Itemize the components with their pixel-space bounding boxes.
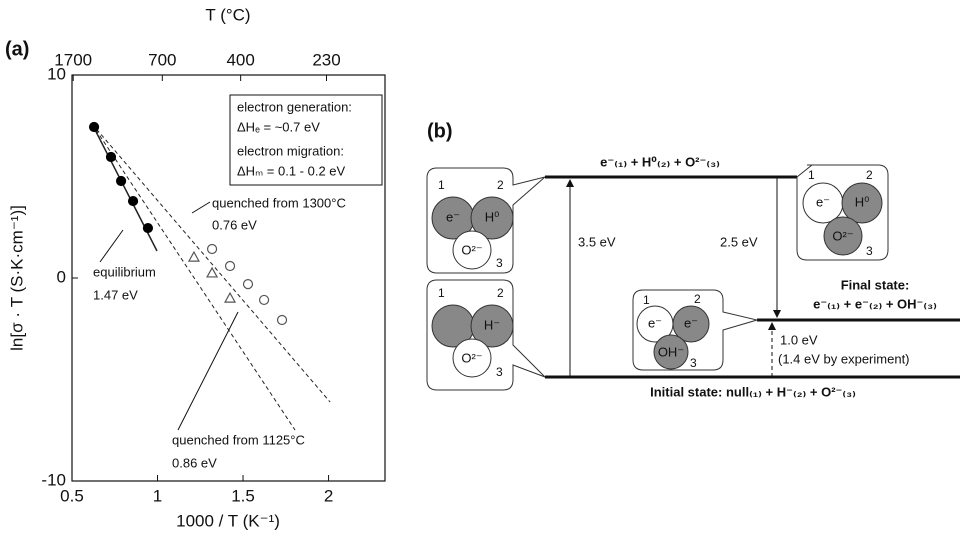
site-number: 1 (438, 178, 445, 192)
x-tick-label: 1 (153, 486, 162, 505)
annotation: equilibrium (93, 264, 156, 279)
site-number: 2 (497, 178, 504, 192)
marker (117, 176, 126, 185)
level-label: e⁻₍₁₎ + e⁻₍₂₎ + OH⁻₍₃₎ (813, 296, 937, 311)
panel-label: (a) (5, 38, 29, 60)
info-text: electron migration: (237, 143, 344, 158)
leader-line (192, 202, 210, 213)
y-axis-label: ln[σ · T (S·K·cm⁻¹)] (7, 205, 26, 351)
x-tick-label: 1.5 (231, 486, 255, 505)
site-number: 2 (497, 286, 504, 300)
level-label: Final state: (841, 277, 910, 292)
marker (226, 262, 235, 271)
x2-tick-label: 700 (148, 50, 176, 69)
info-text: ΔHₑ = ~0.7 eV (237, 119, 320, 134)
atom-label: O²⁻ (461, 350, 482, 365)
site-number: 3 (690, 356, 697, 370)
atom-label: e⁻ (446, 209, 460, 224)
site-number: 3 (866, 244, 873, 258)
level-label: Initial state: null₍₁₎ + H⁻₍₂₎ + O²⁻₍₃₎ (650, 384, 856, 399)
atom-label: H⁰ (855, 194, 870, 209)
x-axis-label: 1000 / T (K⁻¹) (176, 511, 280, 530)
y-tick-label: -10 (41, 470, 66, 489)
site-number: 1 (643, 293, 650, 307)
marker (278, 316, 287, 325)
marker (225, 293, 235, 302)
site-number: 2 (694, 292, 701, 306)
info-text: ΔHₘ = 0.1 - 0.2 eV (237, 163, 346, 178)
site-number: 3 (496, 365, 503, 379)
atom-label: H⁰ (485, 209, 500, 224)
x2-tick-label: 230 (312, 50, 340, 69)
atom-label: O²⁻ (832, 228, 853, 243)
site-number: 3 (496, 256, 503, 270)
marker (129, 197, 138, 206)
page: (a) T (°C) 1000 / T (K⁻¹) ln[σ · T (S·K·… (0, 0, 967, 536)
x2-tick-label: 400 (226, 50, 254, 69)
leader-line (100, 230, 123, 262)
marker (106, 153, 115, 162)
atom-label: e⁻ (816, 194, 830, 209)
atom-label: H⁻ (484, 317, 500, 332)
marker (260, 295, 269, 304)
y-tick-label: 10 (47, 64, 66, 83)
marker (90, 122, 99, 131)
atom-label: O²⁻ (461, 242, 482, 257)
energy-label: 1.0 eV (780, 332, 818, 347)
info-text: electron generation: (237, 99, 352, 114)
energy-label: (1.4 eV by experiment) (778, 351, 910, 366)
marker (143, 224, 152, 233)
annotation: 1.47 eV (93, 287, 138, 302)
x-tick-label: 2 (324, 486, 333, 505)
site-number: 1 (438, 286, 445, 300)
site-number: 2 (866, 168, 873, 182)
atom-label: e⁻ (684, 315, 698, 330)
site-number: 1 (808, 168, 815, 182)
energy-label: 3.5 eV (578, 234, 616, 249)
atom-label: e⁻ (648, 315, 662, 330)
marker (189, 252, 199, 261)
marker (207, 268, 217, 277)
figure: (a) T (°C) 1000 / T (K⁻¹) ln[σ · T (S·K·… (0, 0, 967, 536)
annotation: quenched from 1300°C (212, 195, 346, 210)
annotation: 0.86 eV (172, 455, 217, 470)
annotation: quenched from 1125°C (172, 432, 305, 447)
atom-label: OH⁻ (658, 344, 684, 359)
energy-label: 2.5 eV (720, 234, 758, 249)
level-label: e⁻₍₁₎ + H⁰₍₂₎ + O²⁻₍₃₎ (600, 154, 720, 169)
marker (243, 280, 252, 289)
marker (208, 244, 217, 253)
y-tick-label: 0 (57, 267, 66, 286)
panel-label: (b) (427, 120, 453, 142)
annotation: 0.76 eV (212, 217, 257, 232)
x2-axis-label: T (°C) (205, 5, 250, 24)
